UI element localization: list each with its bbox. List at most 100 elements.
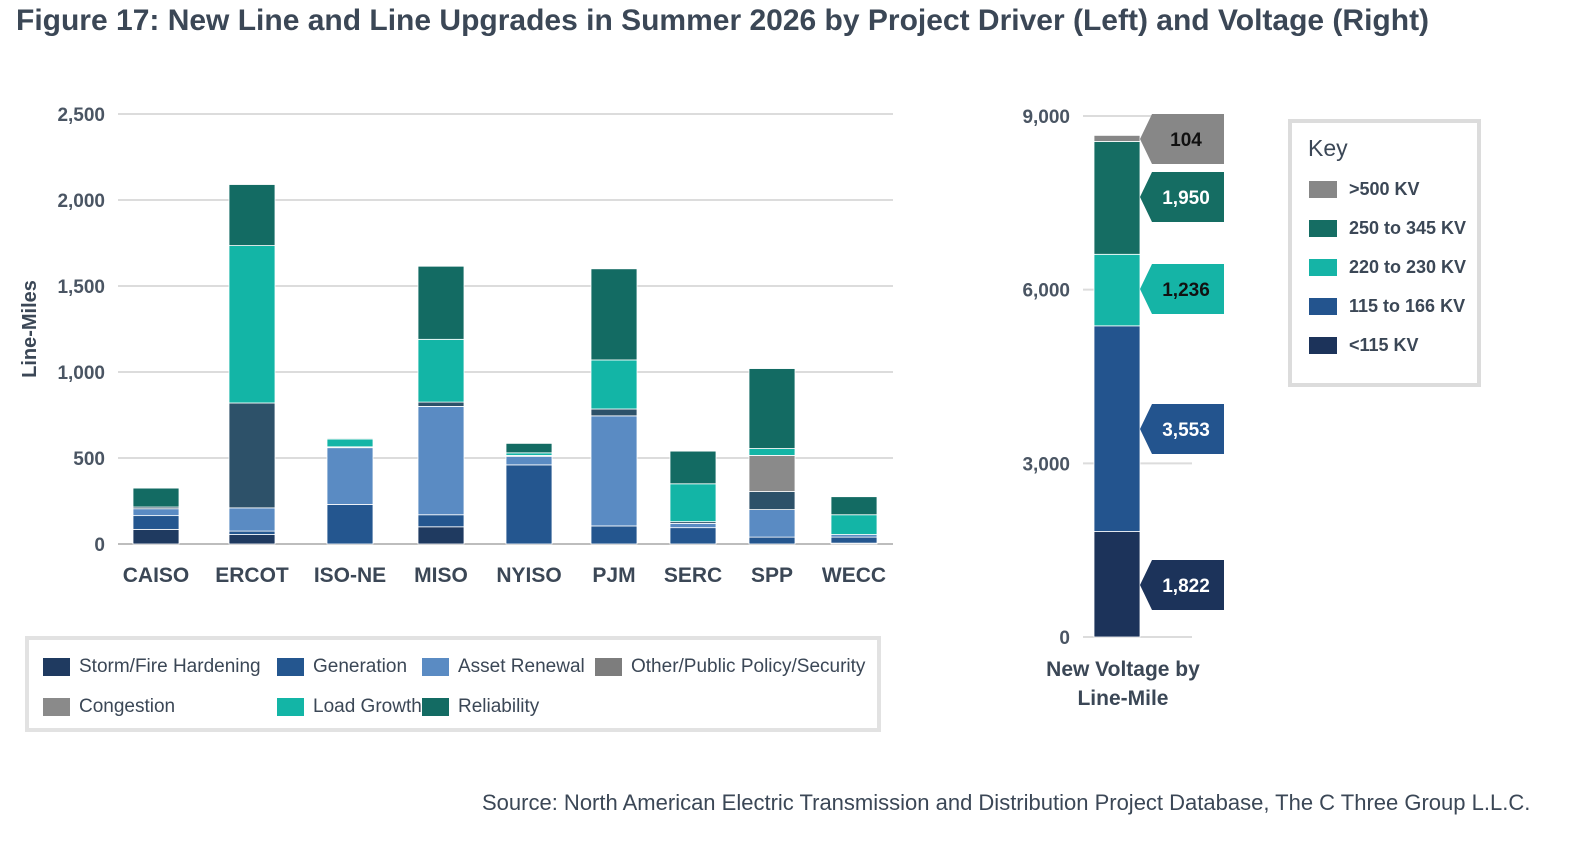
- key-item-115-kv: <115 KV: [1309, 335, 1419, 356]
- legend-item-other-public-policy-security: Other/Public Policy/Security: [595, 656, 865, 678]
- y-tick-label: 1,500: [57, 277, 105, 298]
- data-label-tag: [1140, 114, 1224, 164]
- legend-item-storm-fire-hardening: Storm/Fire Hardening: [43, 656, 261, 678]
- x-tick-label: ERCOT: [215, 564, 289, 587]
- x-tick-label: SERC: [664, 564, 722, 587]
- bar-iso-ne-load-growth: [326, 438, 374, 448]
- x-tick-label: MISO: [414, 564, 468, 587]
- key-swatch: [1309, 259, 1337, 276]
- key-swatch: [1309, 220, 1337, 237]
- key-item-250-to-345-kv: 250 to 345 KV: [1309, 218, 1466, 239]
- voltage-stacked-bar-chart: 0 3,000 6,000 9,000 1,822 3,553 1,236 1,950 104: [1022, 107, 1224, 649]
- y-tick-label: 0: [1059, 628, 1070, 649]
- key-item-220-to-230-kv: 220 to 230 KV: [1309, 257, 1466, 278]
- bar-spp-congestion: [748, 455, 796, 492]
- driver-stacked-bar-chart: 0 500 1,000 1,500 2,000 2,500 Line-Miles CAISO E…: [19, 105, 893, 587]
- data-label-tag: [1140, 404, 1224, 454]
- bar-caiso-generation: [132, 515, 180, 530]
- bar-voltage-500-kv: [1093, 134, 1141, 142]
- x-tick-label: CAISO: [123, 564, 190, 587]
- legend-label: Storm/Fire Hardening: [79, 656, 261, 677]
- key-title: Key: [1308, 135, 1348, 161]
- legend-item-reliability: Reliability: [422, 696, 539, 718]
- key-label: >500 KV: [1349, 179, 1420, 199]
- legend-label: Reliability: [458, 696, 540, 717]
- driver-legend: Storm/Fire Hardening Generation Asset Rene…: [25, 636, 881, 732]
- y-tick-label: 2,500: [57, 105, 105, 126]
- bar-miso-other-public-policy-security: [417, 401, 465, 407]
- bar-ercot-other-public-policy-security: [228, 402, 276, 509]
- legend-item-congestion: Congestion: [43, 696, 175, 718]
- y-tick-label: 9,000: [1022, 107, 1070, 128]
- x-tick-label: WECC: [822, 564, 886, 587]
- bar-miso-generation: [417, 514, 465, 528]
- x-tick-label: ISO-NE: [314, 564, 386, 587]
- bar-pjm-reliability: [590, 268, 638, 361]
- bar-iso-ne-generation: [326, 504, 374, 545]
- legend-label: Other/Public Policy/Security: [631, 656, 866, 677]
- bar-wecc-load-growth: [830, 514, 878, 535]
- bar-iso-ne-reliability: [326, 437, 374, 440]
- key-item-115-to-166-kv: 115 to 166 KV: [1309, 296, 1465, 317]
- bar-serc-reliability: [669, 450, 717, 485]
- bar-iso-ne-asset-renewal: [326, 447, 374, 505]
- data-label-tag: [1140, 264, 1224, 314]
- data-label-tag: [1140, 560, 1224, 610]
- key-label: 250 to 345 KV: [1349, 218, 1467, 238]
- bar-caiso-asset-renewal: [132, 508, 180, 517]
- bar-miso-load-growth: [417, 338, 465, 403]
- x-tick-label: PJM: [592, 564, 635, 587]
- bar-serc-load-growth: [669, 483, 717, 523]
- x-tick-label: SPP: [751, 564, 793, 587]
- legend-label: Congestion: [79, 696, 176, 717]
- key-label: <115 KV: [1349, 335, 1419, 355]
- bar-pjm-generation: [590, 525, 638, 545]
- key-item-500-kv: >500 KV: [1309, 179, 1420, 200]
- y-tick-label: 3,000: [1022, 454, 1070, 475]
- bar-voltage-115-kv: [1093, 531, 1141, 638]
- bar-spp-asset-renewal: [748, 509, 796, 538]
- bar-spp-load-growth: [748, 448, 796, 456]
- legend-swatch: [422, 658, 449, 676]
- bar-miso-reliability: [417, 265, 465, 340]
- bar-nyiso-asset-renewal: [505, 455, 553, 466]
- key-swatch: [1309, 298, 1337, 315]
- voltage-key-legend: Key >500 KV 250 to 345 KV 220 to 230 KV 115…: [1288, 119, 1481, 387]
- bar-nyiso-reliability: [505, 442, 553, 454]
- legend-item-generation: Generation: [277, 656, 407, 678]
- bar-ercot-reliability: [228, 184, 276, 246]
- data-label: 104: [1170, 130, 1202, 151]
- data-label: 3,553: [1162, 420, 1210, 441]
- legend-label: Generation: [313, 656, 408, 677]
- legend-swatch: [43, 698, 70, 716]
- bar-serc-asset-renewal: [669, 522, 717, 529]
- data-label: 1,950: [1162, 188, 1210, 209]
- bar-wecc-reliability: [830, 496, 878, 516]
- data-label: 1,822: [1162, 576, 1210, 597]
- key-label: 220 to 230 KV: [1349, 257, 1467, 277]
- bar-serc-generation: [669, 527, 717, 545]
- data-label: 1,236: [1162, 280, 1210, 301]
- key-swatch: [1309, 337, 1337, 354]
- data-label-tag: [1140, 172, 1224, 222]
- bar-ercot-asset-renewal: [228, 507, 276, 532]
- legend-label: Asset Renewal: [458, 656, 585, 677]
- bar-miso-asset-renewal: [417, 405, 465, 516]
- bar-voltage-250-to-345-kv: [1093, 141, 1141, 255]
- y-tick-label: 500: [73, 449, 105, 470]
- bar-pjm-asset-renewal: [590, 415, 638, 527]
- legend-swatch: [43, 658, 70, 676]
- y-axis-label: Line-Miles: [19, 280, 41, 378]
- bar-ercot-storm-fire-hardening: [228, 534, 276, 545]
- legend-swatch: [595, 658, 622, 676]
- legend-label: Load Growth: [313, 696, 422, 717]
- legend-swatch: [422, 698, 449, 716]
- bar-ercot-load-growth: [228, 245, 276, 404]
- y-tick-label: 0: [94, 535, 105, 556]
- bar-spp-other-public-policy-security: [748, 491, 796, 511]
- x-tick-label: NYISO: [496, 564, 561, 587]
- bar-wecc-generation: [830, 536, 878, 544]
- key-label: 115 to 166 KV: [1349, 296, 1466, 316]
- bar-pjm-load-growth: [590, 359, 638, 410]
- bar-ercot-generation: [228, 530, 276, 535]
